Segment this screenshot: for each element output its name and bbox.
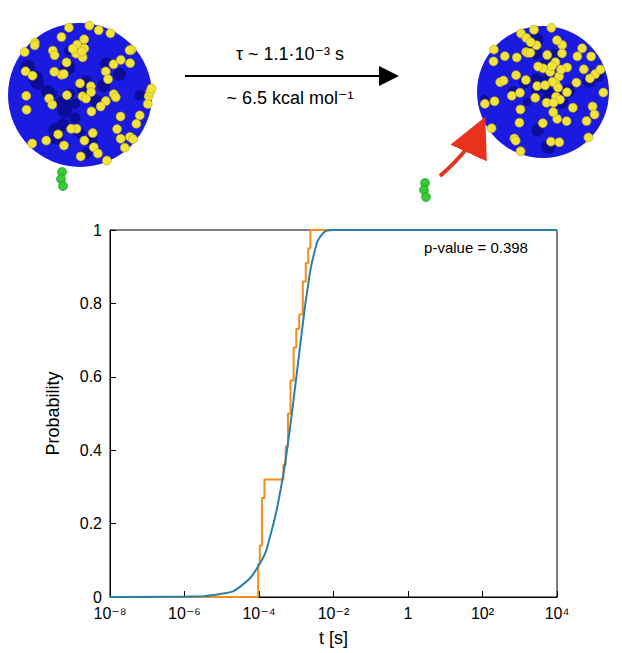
svg-text:0.6: 0.6 <box>80 368 102 385</box>
svg-text:1: 1 <box>404 605 413 622</box>
svg-text:p-value = 0.398: p-value = 0.398 <box>424 239 528 256</box>
svg-text:10⁻²: 10⁻² <box>318 605 350 622</box>
svg-text:0.2: 0.2 <box>80 515 102 532</box>
svg-text:0.4: 0.4 <box>80 442 102 459</box>
svg-text:10⁴: 10⁴ <box>545 605 570 622</box>
svg-text:10⁻⁴: 10⁻⁴ <box>242 605 275 622</box>
svg-text:10⁻⁶: 10⁻⁶ <box>168 605 201 622</box>
svg-text:10²: 10² <box>471 605 495 622</box>
svg-text:~ 6.5 kcal mol⁻¹: ~ 6.5 kcal mol⁻¹ <box>226 88 353 108</box>
svg-text:0: 0 <box>93 589 102 606</box>
svg-text:τ ~ 1.1·10⁻³ s: τ ~ 1.1·10⁻³ s <box>236 44 344 64</box>
svg-text:t [s]: t [s] <box>319 628 348 648</box>
svg-text:0.8: 0.8 <box>80 295 102 312</box>
svg-text:10⁻⁸: 10⁻⁸ <box>94 605 127 622</box>
svg-text:Probability: Probability <box>43 371 63 455</box>
svg-text:1: 1 <box>93 222 102 239</box>
